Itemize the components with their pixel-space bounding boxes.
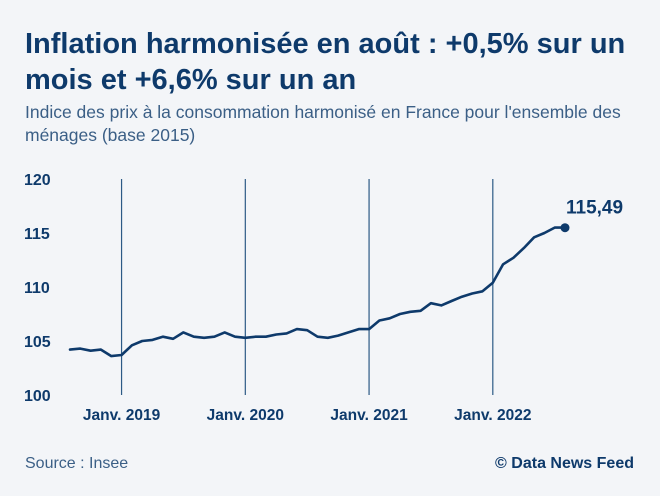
- chart-title: Inflation harmonisée en août : +0,5% sur…: [25, 28, 626, 96]
- end-point-marker: [560, 223, 570, 233]
- source-note: Source : Insee: [25, 455, 129, 472]
- chart-subtitle: Indice des prix à la consommation harmon…: [25, 102, 621, 145]
- x-gridlines: [120, 179, 494, 395]
- x-tick-label: Janv. 2019: [83, 407, 161, 424]
- x-axis: Janv. 2019 Janv. 2020 Janv. 2021 Janv. 2022: [83, 407, 532, 424]
- y-tick-label: 100: [24, 388, 51, 405]
- annotation-layer: 115,49: [560, 198, 623, 233]
- y-tick-label: 120: [24, 172, 51, 189]
- y-tick-label: 105: [24, 334, 51, 351]
- end-value-label: 115,49: [566, 198, 623, 219]
- x-tick-label: Janv. 2020: [207, 407, 284, 424]
- y-tick-label: 110: [24, 280, 50, 297]
- y-axis: 100 105 110 115 120: [24, 172, 51, 405]
- x-tick-label: Janv. 2021: [330, 407, 408, 424]
- x-tick-label: Janv. 2022: [454, 407, 531, 424]
- series-layer: [68, 226, 567, 358]
- series-line: [68, 226, 567, 358]
- y-tick-label: 115: [24, 226, 50, 243]
- credit-label: © Data News Feed: [495, 455, 634, 472]
